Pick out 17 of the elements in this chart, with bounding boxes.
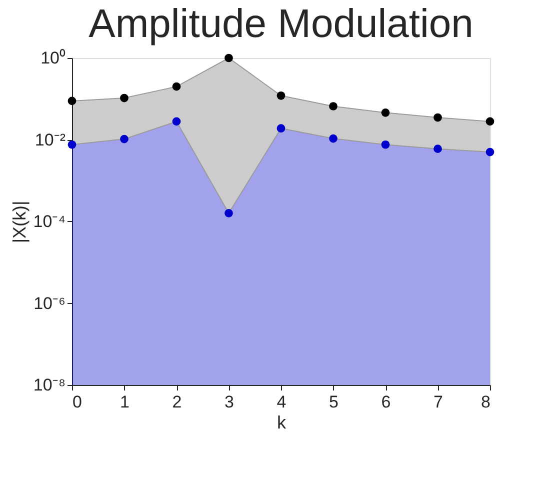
x-tick-label: 0: [72, 392, 82, 412]
x-tick-label: 8: [481, 392, 490, 412]
y-axis-title: |X(k)|: [9, 200, 30, 244]
x-tick-label: 2: [172, 392, 182, 412]
x-tick-label: 5: [329, 392, 338, 412]
x-tick-label: 4: [276, 392, 286, 412]
y-tick-label: 10⁻⁶: [34, 294, 66, 313]
y-tick-label: 10⁰: [40, 48, 66, 68]
x-tick-label: 7: [434, 392, 443, 412]
x-tick-label: 6: [381, 392, 391, 412]
x-tick-label: 1: [120, 392, 130, 412]
y-tick-label: 10⁻²: [34, 130, 66, 150]
x-tick-label: 3: [224, 392, 234, 412]
y-tick-label: 10⁻⁸: [33, 376, 66, 394]
chart-title: Amplitude Modulation: [88, 2, 474, 46]
x-axis-title: k: [277, 412, 287, 432]
y-tick-label: 10⁻⁴: [33, 212, 66, 231]
